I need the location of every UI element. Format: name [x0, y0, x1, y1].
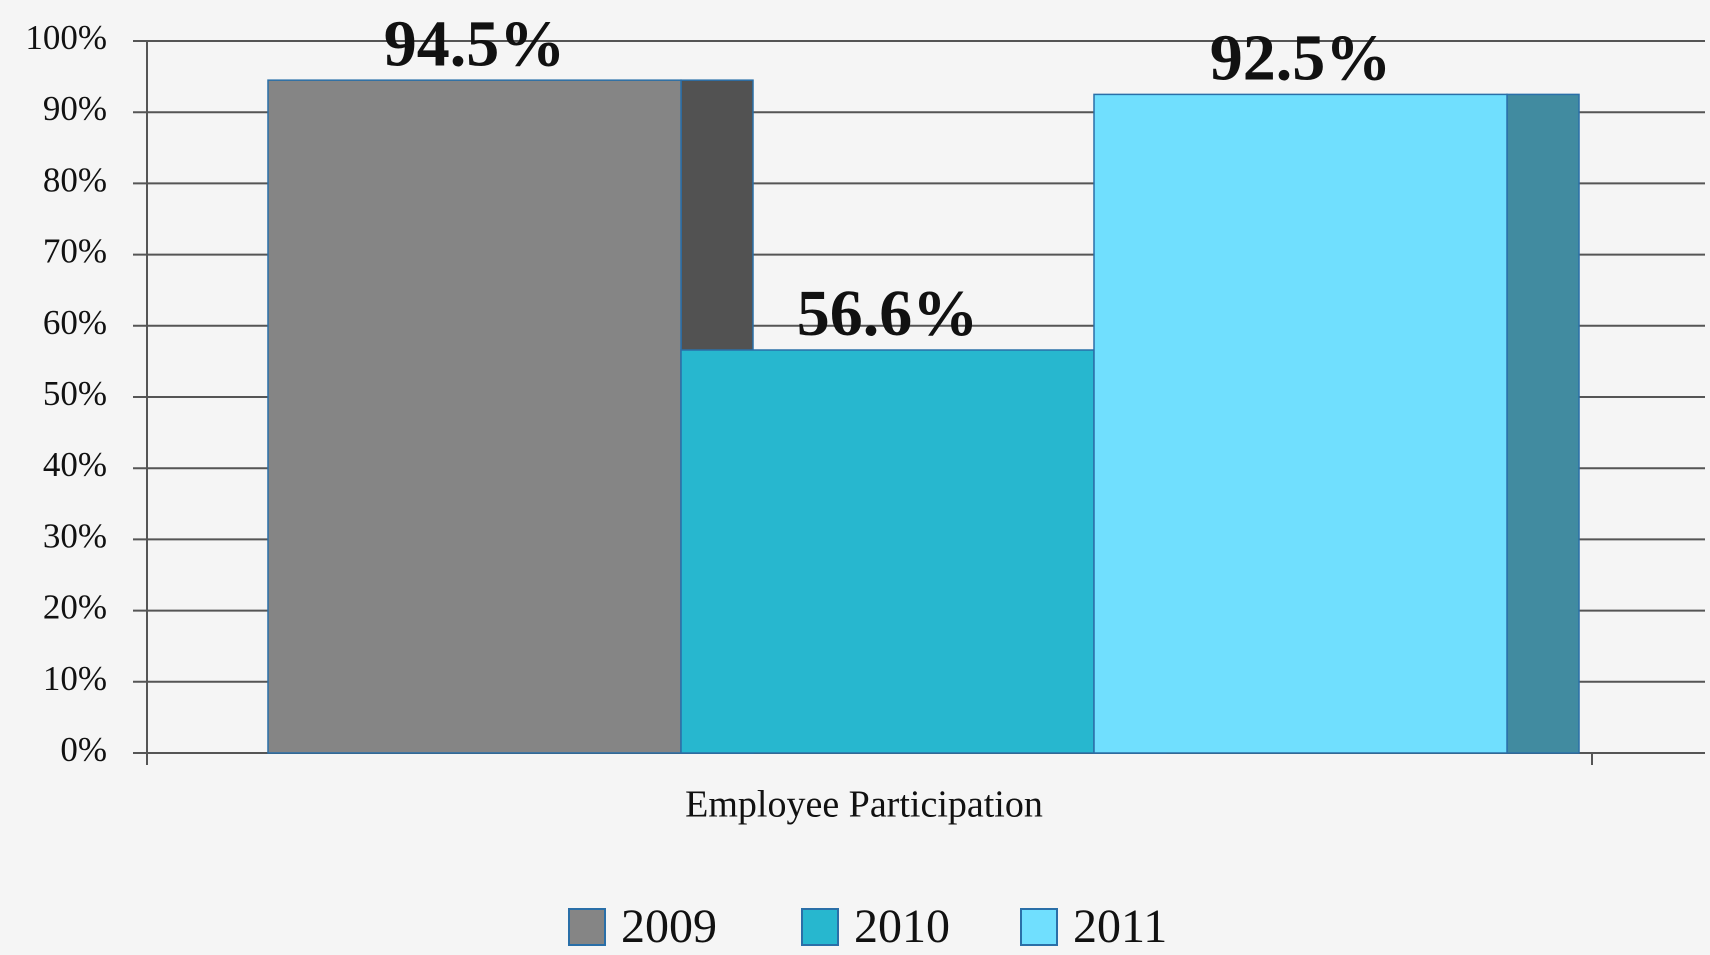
bar [1093, 93, 1508, 754]
y-tick-label: 90% [43, 89, 107, 128]
bar-side [1506, 93, 1580, 754]
y-tick-label: 10% [43, 659, 107, 698]
data-label: 94.5% [384, 7, 566, 80]
x-tick-label: Employee Participation [685, 784, 1043, 826]
y-tick-label: 100% [25, 18, 107, 57]
y-tick-label: 40% [43, 445, 107, 484]
bar [680, 349, 1095, 754]
legend-swatch [801, 908, 839, 946]
legend-label: 2009 [621, 900, 717, 953]
data-label: 56.6% [797, 277, 979, 350]
bar [267, 79, 682, 754]
y-tick-label: 80% [43, 160, 107, 199]
y-tick-label: 70% [43, 232, 107, 271]
data-label: 92.5% [1210, 22, 1392, 95]
legend-label: 2010 [854, 900, 950, 953]
y-tick-label: 0% [60, 730, 107, 769]
y-tick-label: 30% [43, 516, 107, 555]
legend-label: 2011 [1073, 900, 1167, 953]
legend-swatch [568, 908, 606, 946]
y-tick-label: 60% [43, 303, 107, 342]
y-tick-label: 50% [43, 374, 107, 413]
legend-swatch [1020, 908, 1058, 946]
y-tick-label: 20% [43, 588, 107, 627]
